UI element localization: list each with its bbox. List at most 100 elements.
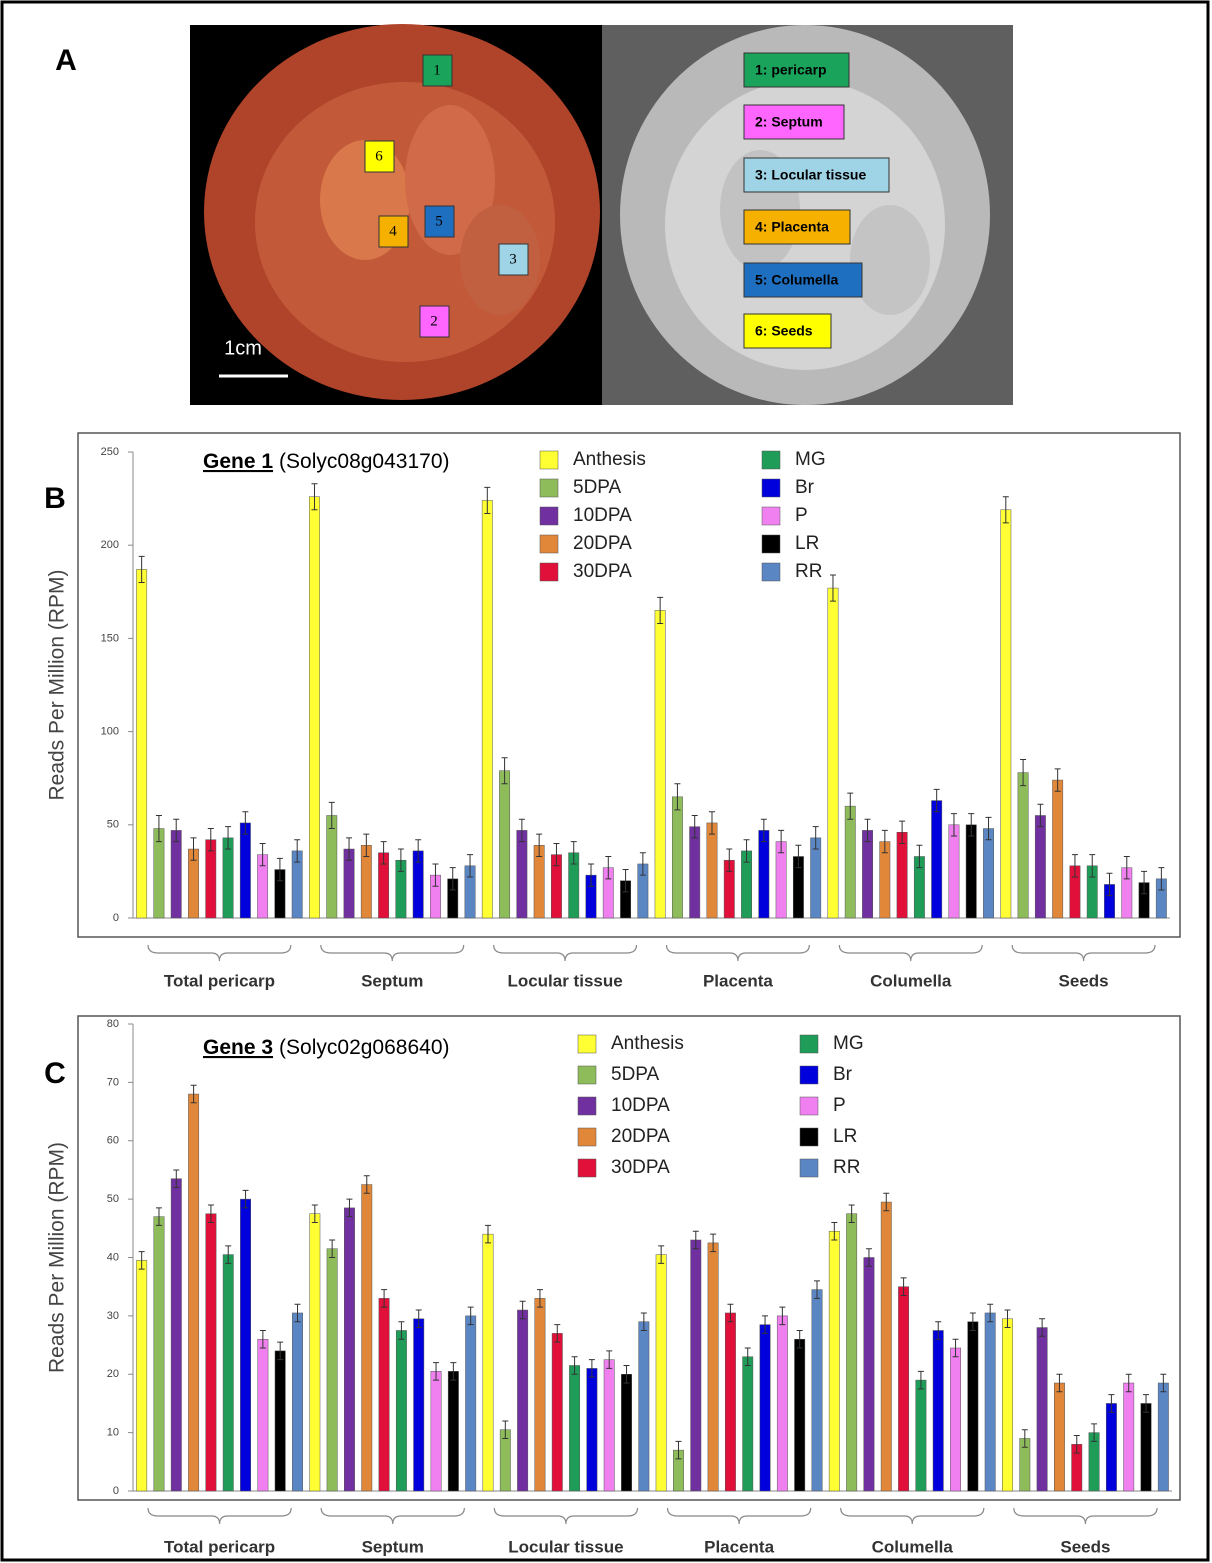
title-gene: Gene 3 [203, 1036, 273, 1059]
bar [1054, 1383, 1064, 1491]
bar [655, 610, 665, 918]
bar [725, 1313, 735, 1491]
bar [552, 1333, 562, 1491]
bar [379, 1298, 389, 1491]
bar [707, 823, 717, 918]
legend-swatch [762, 451, 780, 469]
bar [811, 838, 821, 918]
bar [587, 1368, 597, 1491]
bar [240, 1199, 250, 1491]
bar [604, 1360, 614, 1491]
bar [897, 832, 907, 918]
bar [535, 1298, 545, 1491]
photo-legend-label: 1: pericarp [755, 62, 827, 78]
bar [1052, 780, 1062, 918]
legend-label: RR [795, 561, 822, 582]
bar [258, 1339, 268, 1491]
photo-legend-label: 3: Locular tissue [755, 167, 866, 183]
bar [931, 801, 941, 918]
bar [983, 829, 993, 918]
bar [759, 830, 769, 918]
legend-label: 5DPA [573, 477, 622, 498]
x-tick-label: Placenta [703, 971, 773, 990]
bar [1002, 1319, 1012, 1491]
bar [1106, 1403, 1116, 1491]
bar [309, 497, 319, 918]
y-tick-label: 30 [107, 1310, 119, 1322]
subtitle: (Solyc08g043170) [279, 450, 449, 473]
bar [656, 1255, 666, 1491]
bar [985, 1313, 995, 1491]
x-tick-label: Locular tissue [507, 971, 622, 990]
bar [465, 1316, 475, 1491]
y-tick-label: 50 [107, 1193, 119, 1205]
bar [344, 1208, 354, 1491]
legend-label: 20DPA [611, 1126, 670, 1147]
legend-swatch [800, 1128, 818, 1146]
legend-swatch [762, 535, 780, 553]
bar [881, 1202, 891, 1491]
x-tick-label: Total pericarp [164, 971, 275, 990]
bar [812, 1290, 822, 1491]
legend-swatch [762, 507, 780, 525]
bar [777, 1316, 787, 1491]
bar [1035, 815, 1045, 918]
bar [1158, 1383, 1168, 1491]
bar [206, 1214, 216, 1491]
legend-swatch [578, 1128, 596, 1146]
bar [362, 1185, 372, 1491]
x-tick-label: Placenta [704, 1537, 774, 1556]
legend-label: 10DPA [573, 505, 632, 526]
legend-label: Anthesis [573, 449, 646, 470]
legend-label: MG [795, 449, 826, 470]
bar [517, 1310, 527, 1491]
bar [708, 1243, 718, 1491]
bar [760, 1325, 770, 1491]
legend-swatch [578, 1066, 596, 1084]
legend-label: 30DPA [611, 1157, 670, 1178]
scale-bar-label: 1cm [224, 337, 262, 359]
bar [171, 1179, 181, 1491]
legend-swatch [800, 1035, 818, 1053]
photo-legend-label: 2: Septum [755, 114, 823, 130]
bar [223, 1255, 233, 1491]
chart-title: Gene 1(Solyc08g043170) [203, 450, 450, 473]
marker-label: 3 [509, 251, 517, 267]
bar [690, 827, 700, 918]
legend-swatch [540, 479, 558, 497]
bar [240, 823, 250, 918]
legend-label: 5DPA [611, 1064, 660, 1085]
x-tick-label: Columella [870, 971, 952, 990]
bar [448, 1371, 458, 1491]
legend-label: 10DPA [611, 1095, 670, 1116]
bar [482, 500, 492, 918]
bar [431, 1371, 441, 1491]
marker-label: 6 [375, 148, 383, 164]
bar [154, 1217, 164, 1491]
legend-label: P [795, 505, 808, 526]
bar [828, 588, 838, 918]
bar [171, 830, 181, 918]
x-tick-label: Seeds [1059, 971, 1109, 990]
bar [136, 1260, 146, 1491]
bar [864, 1258, 874, 1492]
photo-legend-label: 5: Columella [755, 272, 838, 288]
legend-swatch [800, 1097, 818, 1115]
bar [639, 1322, 649, 1491]
bar [1018, 773, 1028, 918]
bar [414, 1319, 424, 1491]
legend-swatch [540, 563, 558, 581]
legend-label: Anthesis [611, 1033, 684, 1054]
y-axis-label: Reads Per Million (RPM) [46, 1142, 69, 1373]
bar [846, 1214, 856, 1491]
bar [499, 771, 509, 918]
x-tick-label: Seeds [1060, 1537, 1110, 1556]
legend-swatch [578, 1159, 596, 1177]
bar [1124, 1383, 1134, 1491]
y-tick-label: 60 [107, 1135, 119, 1147]
legend-swatch [578, 1097, 596, 1115]
legend-swatch [762, 563, 780, 581]
panel-label: B [44, 482, 66, 515]
marker-label: 5 [435, 213, 443, 229]
chart-title: Gene 3(Solyc02g068640) [203, 1036, 450, 1059]
